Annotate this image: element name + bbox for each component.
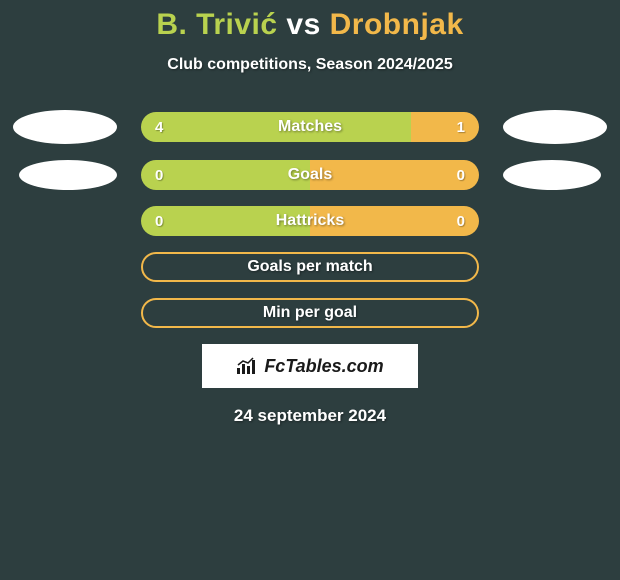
stat-right-value: 0	[310, 206, 479, 236]
stat-left-value: 0	[141, 160, 310, 190]
chart-icon	[236, 357, 258, 375]
comparison-widget: B. Trivić vs Drobnjak Club competitions,…	[0, 0, 620, 426]
player1-photo	[13, 110, 117, 144]
stat-right-value: 1	[411, 112, 479, 142]
date: 24 september 2024	[0, 406, 620, 426]
stat-left-value: 4	[141, 112, 411, 142]
title-vs: vs	[286, 8, 320, 41]
stat-label: Goals per match	[141, 252, 479, 282]
player2-photo	[503, 160, 601, 190]
stat-bar: 00Hattricks	[141, 206, 479, 236]
stat-bar: 41Matches	[141, 112, 479, 142]
stat-label: Min per goal	[141, 298, 479, 328]
title-player1: B. Trivić	[156, 8, 277, 41]
stat-row-empty: Goals per match	[0, 252, 620, 282]
stat-bar: 00Goals	[141, 160, 479, 190]
player1-photo	[19, 160, 117, 190]
title: B. Trivić vs Drobnjak	[0, 8, 620, 42]
stat-row: 41Matches	[0, 110, 620, 144]
title-player2: Drobnjak	[330, 8, 464, 41]
stat-row: 00Hattricks	[0, 206, 620, 236]
branding-text: FcTables.com	[264, 356, 383, 377]
stat-right-value: 0	[310, 160, 479, 190]
stat-row: 00Goals	[0, 160, 620, 190]
player2-photo	[503, 110, 607, 144]
stat-left-value: 0	[141, 206, 310, 236]
subtitle: Club competitions, Season 2024/2025	[0, 56, 620, 74]
branding-logo[interactable]: FcTables.com	[202, 344, 418, 388]
stat-row-empty: Min per goal	[0, 298, 620, 328]
